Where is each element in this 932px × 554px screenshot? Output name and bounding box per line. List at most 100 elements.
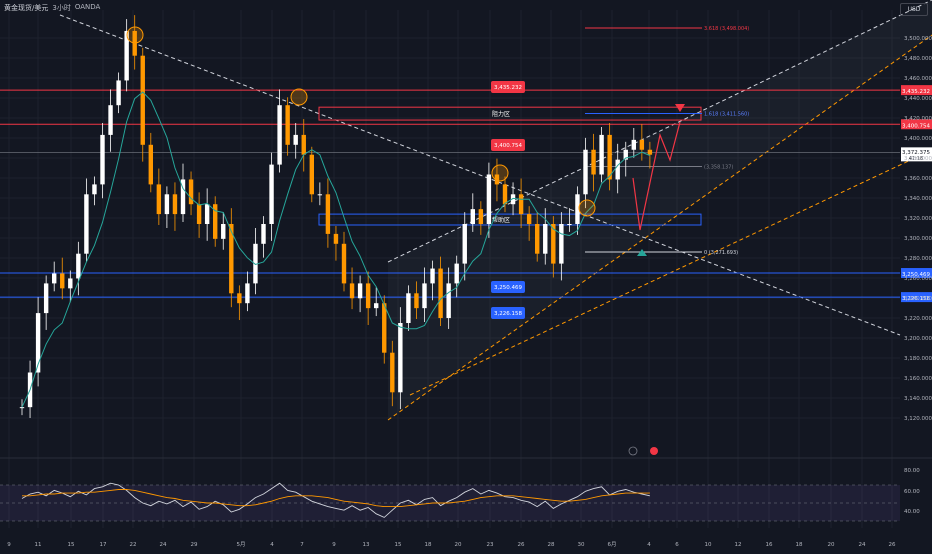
x-tick-label: 24 bbox=[160, 542, 167, 548]
level-callout-label: 3,435.232 bbox=[494, 85, 522, 91]
candle-body bbox=[510, 194, 516, 205]
candle-body bbox=[478, 209, 484, 224]
candle-body bbox=[535, 224, 540, 254]
y-tick-label: 3,240.000 bbox=[904, 296, 932, 302]
x-tick-label: 16 bbox=[766, 542, 773, 548]
up-arrow-icon bbox=[637, 249, 647, 256]
candle-body bbox=[196, 204, 202, 224]
level-callout-label: 3,400.754 bbox=[494, 143, 522, 149]
x-tick-label: 4 bbox=[647, 542, 651, 548]
x-tick-label: 18 bbox=[425, 542, 432, 548]
y-tick-label: 3,180.000 bbox=[904, 356, 932, 362]
y-tick-label: 3,480.000 bbox=[904, 56, 932, 62]
pivot-circle-marker bbox=[491, 164, 509, 182]
source-label: OANDA bbox=[74, 3, 101, 11]
symbol-title: 黄金现货/美元 bbox=[4, 4, 49, 12]
level-price-tag bbox=[901, 119, 932, 130]
candle-body bbox=[35, 313, 41, 373]
x-tick-label: 23 bbox=[487, 542, 494, 548]
candle-body bbox=[446, 283, 451, 319]
y-tick-label: 3,160.000 bbox=[904, 376, 932, 382]
flag-icon bbox=[650, 447, 658, 455]
candle-body bbox=[575, 194, 580, 224]
candle-body bbox=[108, 105, 113, 135]
candle-body bbox=[92, 184, 97, 195]
candle-body bbox=[599, 134, 604, 175]
fib-label-mid: (3,358.137) bbox=[704, 164, 733, 170]
level-price-tag bbox=[901, 85, 932, 96]
level-callout bbox=[491, 139, 525, 151]
level-price-label: 3,226.158 bbox=[902, 296, 930, 302]
candle-body bbox=[221, 224, 226, 239]
x-tick-label: 11 bbox=[35, 542, 42, 548]
candle-body bbox=[349, 283, 355, 299]
candle-body bbox=[470, 209, 475, 224]
fib-label-zero: 0 (3,271.693) bbox=[704, 250, 738, 256]
channel-lower-line bbox=[387, 34, 932, 421]
last-price-label: 3,372.375 bbox=[902, 150, 930, 156]
candle-body bbox=[422, 283, 427, 309]
symbol-header[interactable]: 黄金现货/美元 3小时 OANDA bbox=[4, 3, 100, 13]
y-tick-label: 3,420.000 bbox=[904, 116, 932, 122]
rsi-y-tick-label: 40.00 bbox=[904, 509, 920, 515]
x-tick-label: 20 bbox=[455, 542, 462, 548]
y-tick-label: 3,400.000 bbox=[904, 136, 932, 142]
last-price-tag bbox=[901, 147, 932, 162]
candle-body bbox=[188, 179, 194, 205]
candle-body bbox=[341, 243, 347, 284]
x-tick-label: 9 bbox=[332, 542, 336, 548]
x-tick-label: 4 bbox=[270, 542, 274, 548]
level-callout-label: 3,250.469 bbox=[494, 285, 522, 291]
x-tick-label: 18 bbox=[796, 542, 803, 548]
currency-button[interactable]: USD bbox=[900, 3, 928, 16]
candle-body bbox=[116, 80, 121, 106]
candle-body bbox=[414, 293, 419, 309]
x-tick-label: 7 bbox=[300, 542, 304, 548]
candle-body bbox=[277, 105, 282, 165]
candle-body bbox=[261, 224, 266, 244]
candle-body bbox=[494, 174, 500, 185]
candle-body bbox=[518, 194, 524, 215]
candle-body bbox=[462, 224, 467, 264]
candle-body bbox=[204, 204, 210, 224]
x-tick-label: 15 bbox=[395, 542, 402, 548]
pivot-circle-marker bbox=[126, 26, 144, 44]
y-tick-label: 3,260.000 bbox=[904, 276, 932, 282]
candle-body bbox=[19, 407, 25, 409]
zone-label: 阻力区 bbox=[492, 110, 510, 118]
candle-body bbox=[309, 154, 314, 195]
candle-body bbox=[100, 134, 105, 185]
projection-path bbox=[632, 121, 681, 231]
candle-body bbox=[229, 224, 234, 294]
candle-body bbox=[551, 224, 556, 264]
y-tick-label: 3,120.000 bbox=[904, 416, 932, 422]
y-tick-label: 3,320.000 bbox=[904, 216, 932, 222]
x-tick-label: 28 bbox=[548, 542, 555, 548]
down-arrow-icon bbox=[675, 104, 685, 112]
rsi-line bbox=[21, 482, 650, 518]
candle-body bbox=[607, 134, 612, 180]
candle-body bbox=[269, 164, 274, 224]
candle-body bbox=[172, 194, 178, 215]
level-price-label: 3,250.469 bbox=[902, 272, 930, 278]
candle-body bbox=[623, 149, 628, 160]
candle-body bbox=[398, 323, 403, 393]
x-tick-label: 26 bbox=[889, 542, 896, 548]
candle-body bbox=[213, 204, 218, 239]
x-tick-label: 10 bbox=[705, 542, 712, 548]
y-tick-label: 3,340.000 bbox=[904, 196, 932, 202]
level-callout bbox=[491, 281, 525, 293]
candle-body bbox=[148, 144, 153, 185]
candle-body bbox=[406, 293, 411, 323]
descending-trendline bbox=[59, 14, 901, 336]
candle-body bbox=[301, 134, 306, 155]
candle-body bbox=[591, 149, 596, 175]
candle-body bbox=[180, 179, 186, 215]
level-price-tag bbox=[901, 268, 932, 279]
candle-body bbox=[253, 243, 258, 284]
last-price-countdown: 41:18 bbox=[909, 156, 923, 162]
candle-body bbox=[156, 184, 162, 215]
candle-body bbox=[84, 194, 89, 254]
x-tick-label: 30 bbox=[578, 542, 585, 548]
